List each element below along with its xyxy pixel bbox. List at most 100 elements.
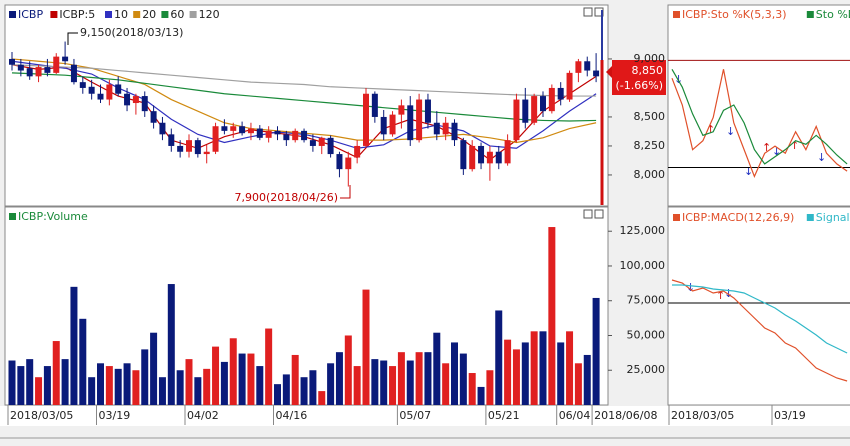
volume-bar xyxy=(433,332,441,405)
annotation: 7,900(2018/04/26) xyxy=(235,191,338,204)
candle-body xyxy=(504,140,511,164)
legend-label: ICBP:Volume xyxy=(18,210,88,223)
candle-body xyxy=(389,114,396,135)
legend-swatch xyxy=(189,11,197,18)
signal-arrows: ↓↑ ↓↓ ↑ ↓ ↑↓ ↓↑ ↓ xyxy=(674,73,826,302)
x-tick-label: 2018/03/05 xyxy=(10,409,73,422)
candle-body xyxy=(309,140,316,146)
y-tick-label: 8,000 xyxy=(634,168,666,181)
legend-swatch xyxy=(105,11,112,18)
volume-bar xyxy=(380,360,388,405)
legend-label: ICBP:MACD(12,26,9) xyxy=(682,211,794,224)
volume-bar xyxy=(468,373,476,405)
svg-text:↑: ↑ xyxy=(790,139,799,152)
candle-body xyxy=(106,84,113,100)
candle-body xyxy=(424,99,431,123)
volume-bar xyxy=(176,370,184,405)
price-panel xyxy=(4,4,609,207)
candle-body xyxy=(212,126,219,152)
candle-body xyxy=(177,145,184,152)
candle-body xyxy=(513,99,520,141)
series-line xyxy=(672,284,848,354)
candle-body xyxy=(88,86,95,94)
volume-bar xyxy=(26,359,34,405)
candle-body xyxy=(486,151,493,164)
legend-label: ICBP xyxy=(18,8,43,21)
candle-body xyxy=(371,93,378,117)
candle-body xyxy=(97,93,104,100)
candle-body xyxy=(274,130,281,135)
svg-text:↓: ↓ xyxy=(724,287,733,300)
legend-label: 10 xyxy=(114,8,128,21)
legend-label: 60 xyxy=(170,8,184,21)
candle-body xyxy=(363,93,369,146)
candle-body xyxy=(380,116,387,135)
svg-text:↑: ↑ xyxy=(762,141,771,154)
volume-bar xyxy=(123,363,131,405)
candle-body xyxy=(35,67,42,77)
candle-body xyxy=(247,128,254,134)
candle-body xyxy=(150,111,157,123)
candle-body xyxy=(9,58,15,65)
volume-bar xyxy=(495,310,503,405)
volume-bar xyxy=(504,339,512,405)
volume-bar xyxy=(70,286,78,405)
legend-label: ICBP:Sto %K(5,3,3) xyxy=(682,8,787,21)
price-marker-arrow xyxy=(606,66,612,78)
annotation-arrow xyxy=(67,32,78,45)
volume-bar xyxy=(344,335,352,405)
candle-body xyxy=(124,93,131,106)
volume-bar xyxy=(8,360,16,405)
volume-bar xyxy=(335,352,343,405)
legend-swatch xyxy=(673,11,680,18)
candle-body xyxy=(115,84,122,94)
candle-body xyxy=(345,157,352,170)
candle-body xyxy=(194,140,201,155)
candle-body xyxy=(26,68,33,77)
volume-bar xyxy=(35,377,43,405)
volume-bar xyxy=(256,366,264,405)
x-tick-label: 06/04 xyxy=(559,409,591,422)
volume-bar xyxy=(521,342,529,405)
volume-bar xyxy=(397,352,405,405)
price-change: (-1.66%) xyxy=(616,79,664,92)
candle-body xyxy=(256,128,263,138)
candle-body xyxy=(203,151,210,155)
volume-bar xyxy=(574,363,582,405)
volume-bar xyxy=(194,377,202,405)
candle-body xyxy=(495,151,502,164)
legend-swatch xyxy=(50,11,58,18)
volume-bar xyxy=(318,391,326,405)
volume-bar xyxy=(220,361,228,405)
svg-text:↑: ↑ xyxy=(706,123,715,136)
volume-bar xyxy=(415,352,423,405)
volume-bar xyxy=(212,346,220,405)
candle-body xyxy=(221,126,228,131)
candle-body xyxy=(327,137,334,155)
volume-bar xyxy=(583,354,591,405)
legend-swatch xyxy=(806,214,814,221)
annotation: 9,150(2018/03/13) xyxy=(80,26,183,39)
series-line xyxy=(11,64,597,97)
legend-label: 20 xyxy=(142,8,156,21)
candle-body xyxy=(186,140,192,152)
volume-bar xyxy=(141,349,149,405)
volume-bar xyxy=(512,349,520,405)
volume-bar xyxy=(282,374,290,405)
svg-text:↓: ↓ xyxy=(744,165,753,178)
candle-body xyxy=(265,130,272,138)
x-tick-label: 03/19 xyxy=(774,409,806,422)
svg-text:↓: ↓ xyxy=(817,151,826,164)
volume-bar xyxy=(486,370,494,405)
x-tick-label: 05/07 xyxy=(399,409,431,422)
volume-bar xyxy=(114,368,122,405)
candle-body xyxy=(469,145,476,170)
volume-bar xyxy=(150,332,158,405)
candle-body xyxy=(460,140,467,170)
candle-body xyxy=(239,126,246,134)
last-price: 8,850 xyxy=(632,64,664,77)
legend-label: 120 xyxy=(199,8,220,21)
annotation-arrow xyxy=(340,185,351,199)
candle-body xyxy=(159,122,166,135)
